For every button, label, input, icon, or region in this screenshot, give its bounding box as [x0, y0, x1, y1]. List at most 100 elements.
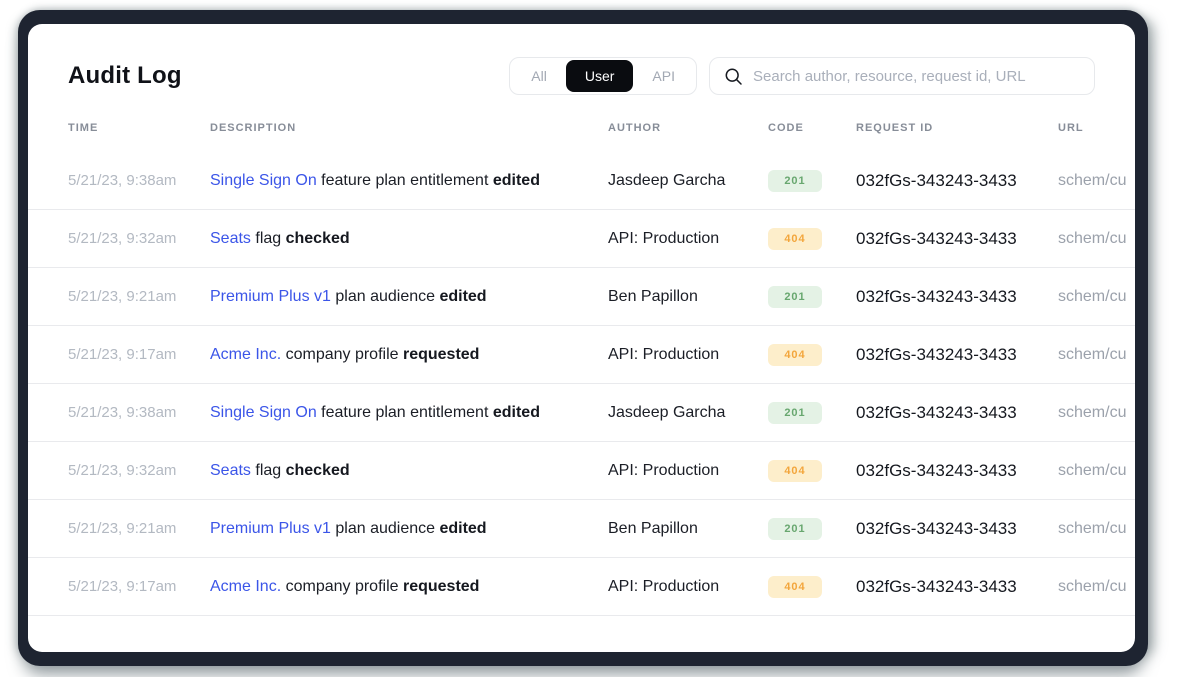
resource-link[interactable]: Seats: [210, 229, 251, 247]
status-code-badge: 201: [768, 517, 822, 540]
action-text: edited: [492, 403, 540, 421]
author-cell: Ben Papillon: [608, 519, 698, 537]
time-cell: 5/21/23, 9:21am: [68, 520, 177, 537]
status-code-badge: 404: [768, 343, 822, 366]
filter-segmented-control: All User API: [509, 57, 697, 95]
description-cell: Seats flag checked: [210, 230, 608, 248]
request-id-cell: 032fGs-343243-3433: [856, 286, 1017, 306]
resource-link[interactable]: Single Sign On: [210, 171, 317, 189]
filter-tab-api[interactable]: API: [633, 60, 694, 92]
time-cell: 5/21/23, 9:21am: [68, 288, 177, 305]
audit-log-table: TIME DESCRIPTION AUTHOR CODE REQUEST ID …: [28, 122, 1135, 616]
search-input[interactable]: [753, 67, 1080, 85]
url-cell: schem/cu: [1058, 345, 1127, 363]
description-text: feature plan entitlement: [316, 403, 493, 421]
request-id-cell: 032fGs-343243-3433: [856, 518, 1017, 538]
resource-link[interactable]: Acme Inc.: [210, 345, 282, 363]
author-cell: API: Production: [608, 345, 720, 363]
time-cell: 5/21/23, 9:17am: [68, 346, 177, 363]
code-cell: 201: [768, 517, 856, 540]
code-cell: 404: [768, 227, 856, 250]
author-cell: API: Production: [608, 229, 720, 247]
table-row[interactable]: 5/21/23, 9:32am Seats flag checked API: …: [28, 442, 1135, 500]
audit-log-panel: Audit Log All User API: [28, 24, 1135, 652]
table-row[interactable]: 5/21/23, 9:38am Single Sign On feature p…: [28, 152, 1135, 210]
column-header-time: TIME: [68, 122, 99, 134]
table-row[interactable]: 5/21/23, 9:21am Premium Plus v1 plan aud…: [28, 268, 1135, 326]
page-title: Audit Log: [68, 62, 182, 89]
description-text: plan audience: [330, 287, 440, 305]
author-cell: Ben Papillon: [608, 287, 698, 305]
code-cell: 201: [768, 169, 856, 192]
column-header-description: DESCRIPTION: [210, 122, 297, 134]
url-cell: schem/cu: [1058, 403, 1127, 421]
action-text: requested: [402, 577, 480, 595]
url-cell: schem/cu: [1058, 577, 1127, 595]
author-cell: Jasdeep Garcha: [608, 403, 726, 421]
status-code-badge: 404: [768, 459, 822, 482]
request-id-cell: 032fGs-343243-3433: [856, 228, 1017, 248]
url-cell: schem/cu: [1058, 229, 1127, 247]
description-text: flag: [250, 461, 286, 479]
url-cell: schem/cu: [1058, 287, 1127, 305]
url-cell: schem/cu: [1058, 461, 1127, 479]
status-code-badge: 201: [768, 401, 822, 424]
description-text: company profile: [281, 345, 403, 363]
status-code-badge: 201: [768, 285, 822, 308]
table-header-row: TIME DESCRIPTION AUTHOR CODE REQUEST ID …: [28, 122, 1135, 152]
time-cell: 5/21/23, 9:38am: [68, 172, 177, 189]
request-id-cell: 032fGs-343243-3433: [856, 576, 1017, 596]
description-text: feature plan entitlement: [316, 171, 493, 189]
time-cell: 5/21/23, 9:38am: [68, 404, 177, 421]
description-cell: Single Sign On feature plan entitlement …: [210, 404, 608, 422]
table-row[interactable]: 5/21/23, 9:21am Premium Plus v1 plan aud…: [28, 500, 1135, 558]
request-id-cell: 032fGs-343243-3433: [856, 344, 1017, 364]
description-text: plan audience: [330, 519, 440, 537]
table-row[interactable]: 5/21/23, 9:17am Acme Inc. company profil…: [28, 558, 1135, 616]
resource-link[interactable]: Single Sign On: [210, 403, 317, 421]
table-body: 5/21/23, 9:38am Single Sign On feature p…: [28, 152, 1135, 616]
description-cell: Single Sign On feature plan entitlement …: [210, 172, 608, 190]
time-cell: 5/21/23, 9:32am: [68, 462, 177, 479]
author-cell: Jasdeep Garcha: [608, 171, 726, 189]
request-id-cell: 032fGs-343243-3433: [856, 402, 1017, 422]
resource-link[interactable]: Acme Inc.: [210, 577, 282, 595]
topbar: Audit Log All User API: [28, 24, 1135, 95]
description-cell: Acme Inc. company profile requested: [210, 578, 608, 596]
table-row[interactable]: 5/21/23, 9:32am Seats flag checked API: …: [28, 210, 1135, 268]
time-cell: 5/21/23, 9:17am: [68, 578, 177, 595]
resource-link[interactable]: Premium Plus v1: [210, 287, 331, 305]
code-cell: 404: [768, 459, 856, 482]
column-header-author: AUTHOR: [608, 122, 662, 134]
description-text: company profile: [281, 577, 403, 595]
topbar-controls: All User API: [509, 57, 1095, 95]
code-cell: 201: [768, 401, 856, 424]
action-text: requested: [402, 345, 480, 363]
status-code-badge: 404: [768, 227, 822, 250]
description-text: flag: [250, 229, 286, 247]
status-code-badge: 201: [768, 169, 822, 192]
search-icon: [724, 67, 743, 86]
search-box[interactable]: [709, 57, 1095, 95]
time-cell: 5/21/23, 9:32am: [68, 230, 177, 247]
resource-link[interactable]: Seats: [210, 461, 251, 479]
filter-tab-all[interactable]: All: [512, 60, 566, 92]
request-id-cell: 032fGs-343243-3433: [856, 170, 1017, 190]
code-cell: 404: [768, 343, 856, 366]
author-cell: API: Production: [608, 461, 720, 479]
description-cell: Acme Inc. company profile requested: [210, 346, 608, 364]
url-cell: schem/cu: [1058, 171, 1127, 189]
table-row[interactable]: 5/21/23, 9:38am Single Sign On feature p…: [28, 384, 1135, 442]
table-row[interactable]: 5/21/23, 9:17am Acme Inc. company profil…: [28, 326, 1135, 384]
code-cell: 404: [768, 575, 856, 598]
action-text: edited: [439, 519, 487, 537]
action-text: checked: [285, 229, 350, 247]
status-code-badge: 404: [768, 575, 822, 598]
filter-tab-user[interactable]: User: [565, 60, 634, 92]
description-cell: Premium Plus v1 plan audience edited: [210, 288, 608, 306]
description-cell: Premium Plus v1 plan audience edited: [210, 520, 608, 538]
request-id-cell: 032fGs-343243-3433: [856, 460, 1017, 480]
description-cell: Seats flag checked: [210, 462, 608, 480]
resource-link[interactable]: Premium Plus v1: [210, 519, 331, 537]
code-cell: 201: [768, 285, 856, 308]
